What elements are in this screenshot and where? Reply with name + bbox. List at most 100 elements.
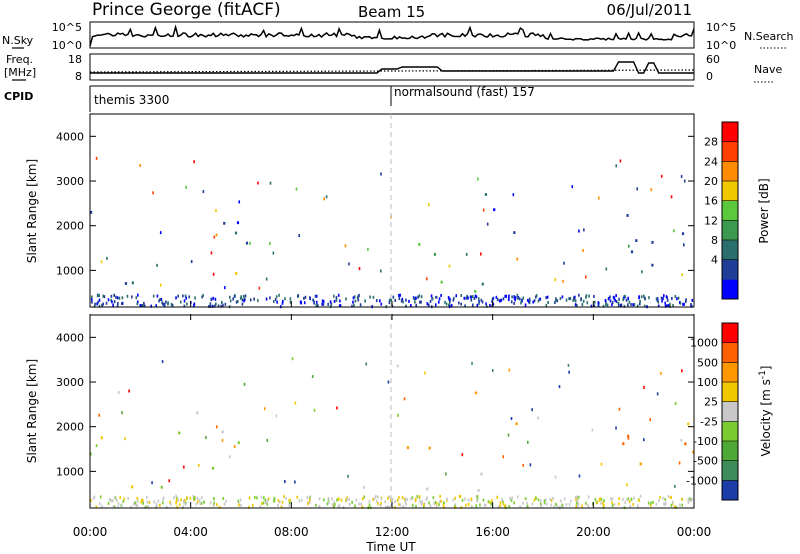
colorbar-frame: [721, 322, 739, 501]
scatter-cell: [528, 297, 531, 301]
scatter-cell: [663, 502, 665, 506]
scatter-cell: [538, 297, 541, 301]
velocity-colorbar: 1000 500 100 25 -25 -100 -500 -1000: [686, 322, 739, 501]
scatter-cell: [358, 293, 360, 297]
scatter-cell: [93, 495, 96, 499]
scatter-cell: [223, 221, 226, 225]
scatter-cell: [520, 298, 523, 302]
scatter-cell: [217, 304, 220, 308]
scatter-cell: [476, 497, 479, 501]
scatter-cell: [146, 500, 149, 504]
scatter-cell: [543, 499, 546, 503]
scatter-cell: [235, 272, 238, 275]
scatter-cell: [430, 294, 433, 298]
sky-noise-trace: [89, 24, 695, 47]
scatter-cell: [356, 296, 359, 300]
scatter-cell: [520, 301, 522, 305]
scatter-cell: [594, 498, 597, 502]
scatter-cell: [535, 295, 537, 299]
scatter-cell: [524, 497, 527, 501]
scatter-cell: [189, 496, 192, 500]
scatter-cell: [434, 500, 437, 504]
scatter-cell: [585, 295, 587, 299]
scatter-cell: [278, 500, 281, 504]
scatter-cell: [623, 304, 626, 308]
scatter-cell: [281, 500, 284, 504]
scatter-cell: [410, 304, 412, 308]
scatter-cell: [182, 499, 185, 503]
scatter-cell: [573, 296, 575, 300]
scatter-cell: [626, 483, 628, 487]
freq-tick-top: 18: [68, 53, 82, 66]
scatter-cell: [618, 497, 621, 501]
scatter-cell: [415, 497, 417, 501]
scatter-cell: [510, 300, 513, 304]
scatter-cell: [526, 298, 529, 302]
scatter-cell: [238, 200, 241, 204]
frequency-panel: Freq. [MHz] 18 8 60 0 Nave: [4, 53, 782, 83]
scatter-cell: [440, 280, 443, 284]
nave-trace: [90, 61, 694, 74]
scatter-cell: [674, 294, 677, 298]
scatter-cell: [540, 499, 542, 503]
scatter-cell: [435, 505, 438, 509]
scatter-cell: [176, 496, 178, 500]
scatter-cell: [220, 304, 222, 308]
scatter-cell: [173, 496, 175, 500]
scatter-cell: [396, 498, 399, 502]
scatter-cell: [633, 303, 636, 307]
scatter-cell: [609, 299, 612, 303]
scatter-cell: [298, 499, 301, 503]
scatter-cell: [116, 296, 119, 300]
scatter-cell: [196, 411, 199, 415]
scatter-cell: [223, 286, 226, 290]
scatter-cell: [496, 495, 499, 499]
colorbar-tick-label: 8: [711, 234, 718, 247]
scatter-cell: [680, 438, 683, 442]
scatter-cell: [144, 505, 146, 509]
scatter-cell: [659, 495, 661, 499]
scatter-cell: [163, 304, 166, 308]
scatter-cell: [647, 501, 650, 505]
scatter-cell: [516, 296, 519, 300]
scatter-cell: [117, 502, 120, 506]
scatter-cell: [438, 297, 441, 301]
scatter-cell: [636, 304, 639, 308]
scatter-cell: [90, 452, 92, 456]
colorbar-tick-label: -1000: [686, 474, 718, 487]
scatter-cell: [514, 296, 517, 300]
scatter-cell: [512, 193, 515, 197]
scatter-cell: [202, 293, 204, 297]
scatter-cell: [578, 474, 581, 478]
scatter-cell: [403, 397, 406, 401]
scatter-cell: [175, 494, 177, 498]
scatter-cell: [212, 296, 215, 300]
scatter-cell: [627, 497, 630, 501]
scatter-cell: [598, 498, 601, 502]
scatter-cell: [420, 300, 422, 304]
scatter-cell: [414, 499, 417, 503]
scatter-cell: [184, 498, 186, 502]
scatter-cell: [459, 495, 462, 499]
scatter-cell: [662, 297, 664, 301]
scatter-cell: [543, 501, 546, 505]
scatter-cell: [508, 294, 510, 298]
scatter-cell: [139, 304, 142, 308]
scatter-cell: [354, 299, 357, 303]
scatter-cell: [245, 241, 249, 245]
scatter-cell: [346, 496, 348, 500]
scatter-cell: [165, 300, 167, 304]
scatter-cell: [690, 302, 692, 306]
scatter-cell: [440, 293, 442, 297]
scatter-cell: [380, 497, 383, 501]
scatter-cell: [163, 302, 165, 306]
scatter-cell: [322, 302, 325, 306]
scatter-cell: [337, 505, 340, 509]
scatter-cell: [565, 298, 568, 302]
scatter-cell: [670, 195, 673, 199]
scatter-cell: [615, 426, 617, 430]
scatter-cell: [308, 496, 311, 500]
scatter-cell: [627, 244, 630, 248]
scatter-cell: [182, 505, 184, 509]
scatter-cell: [537, 416, 539, 420]
